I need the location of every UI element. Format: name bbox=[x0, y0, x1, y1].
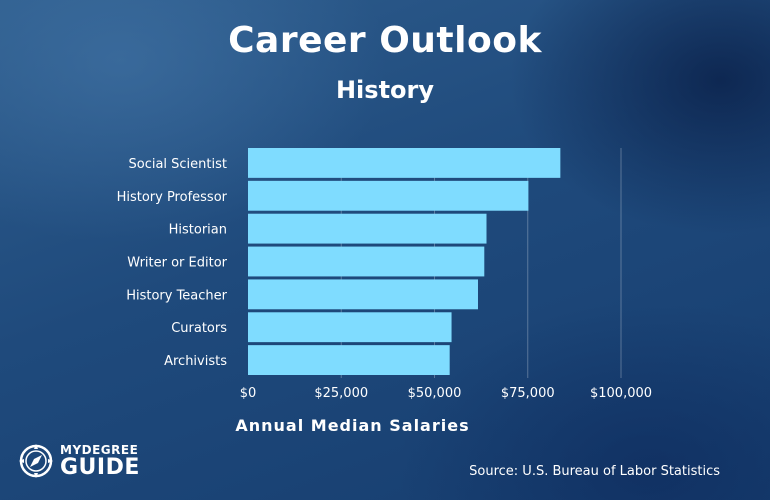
category-label: Writer or Editor bbox=[127, 256, 227, 271]
x-axis-label: Annual Median Salaries bbox=[235, 416, 470, 435]
category-label: Curators bbox=[171, 321, 227, 336]
chart-title: Career Outlook bbox=[228, 20, 542, 61]
x-tick-label: $100,000 bbox=[590, 386, 652, 401]
source-note: Source: U.S. Bureau of Labor Statistics bbox=[469, 464, 720, 479]
category-label: Archivists bbox=[164, 354, 227, 369]
bar bbox=[248, 345, 450, 375]
bar bbox=[248, 180, 529, 211]
x-tick-label: $25,000 bbox=[314, 386, 368, 401]
category-label: History Teacher bbox=[126, 288, 227, 303]
category-label: Historian bbox=[169, 223, 227, 238]
logo-top-text: MYDEGREE bbox=[60, 442, 139, 457]
bar bbox=[248, 246, 485, 277]
logo-bottom-text: GUIDE bbox=[60, 454, 140, 480]
chart-subtitle: History bbox=[335, 76, 435, 104]
bar bbox=[248, 279, 478, 310]
category-label: History Professor bbox=[117, 190, 228, 205]
x-tick-label: $75,000 bbox=[501, 386, 555, 401]
mydegreeguide-logo: MYDEGREE GUIDE bbox=[18, 440, 140, 482]
bar bbox=[248, 213, 487, 244]
x-tick-label: $50,000 bbox=[408, 386, 462, 401]
category-label: Social Scientist bbox=[128, 157, 227, 172]
bar bbox=[248, 148, 561, 178]
bar bbox=[248, 312, 452, 343]
x-tick-label: $0 bbox=[240, 386, 257, 401]
compass-icon bbox=[19, 444, 53, 478]
